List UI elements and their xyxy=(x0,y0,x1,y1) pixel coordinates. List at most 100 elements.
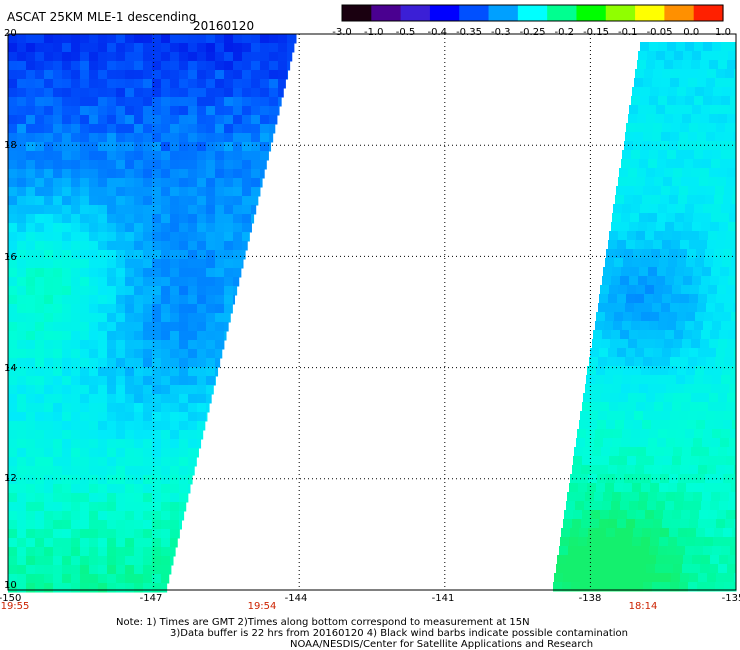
swath-cell xyxy=(608,573,618,583)
swath-cell xyxy=(107,43,117,53)
swath-cell xyxy=(179,511,185,521)
swath-cell xyxy=(44,547,54,557)
swath-cell xyxy=(646,60,656,70)
swath-cell xyxy=(727,447,737,457)
swath-cell xyxy=(161,34,171,44)
swath-cell xyxy=(161,214,171,224)
swath-cell xyxy=(652,132,662,142)
swath-cell xyxy=(188,367,198,377)
swath-cell xyxy=(632,87,642,97)
x-tick-label: -150 xyxy=(0,593,22,604)
swath-cell xyxy=(44,115,54,125)
swath-cell xyxy=(125,322,135,332)
swath-cell xyxy=(712,96,722,106)
swath-cell xyxy=(17,151,27,161)
swath-cell xyxy=(116,412,126,422)
swath-cell xyxy=(152,403,162,413)
swath-cell xyxy=(71,232,81,242)
swath-cell xyxy=(134,547,144,557)
swath-cell xyxy=(287,52,293,62)
swath-cell xyxy=(251,214,255,224)
swath-cell xyxy=(688,357,698,367)
swath-cell xyxy=(610,564,620,574)
swath-cell xyxy=(634,303,644,313)
swath-cell xyxy=(161,538,171,548)
swath-cell xyxy=(35,475,45,485)
swath-cell xyxy=(89,151,99,161)
colorbar-segment xyxy=(517,5,548,21)
swath-cell xyxy=(676,546,686,556)
swath-cell xyxy=(89,565,99,575)
swath-cell xyxy=(89,52,99,62)
swath-cell xyxy=(665,501,675,511)
swath-cell xyxy=(206,358,216,368)
swath-cell xyxy=(170,448,180,458)
swath-cell xyxy=(17,196,27,206)
swath-cell xyxy=(53,421,63,431)
swath-cell xyxy=(700,339,710,349)
swath-cell xyxy=(89,88,99,98)
swath-cell xyxy=(107,106,117,116)
swath-cell xyxy=(633,141,643,151)
swath-cell xyxy=(80,493,90,503)
swath-cell xyxy=(631,429,641,439)
swath-cell xyxy=(224,196,234,206)
swath-cell xyxy=(695,258,705,268)
swath-cell xyxy=(717,402,727,412)
swath-cell xyxy=(724,582,734,592)
swath-cell xyxy=(697,303,707,313)
swath-cell xyxy=(125,88,135,98)
swath-cell xyxy=(98,511,108,521)
y-tick-label: 16 xyxy=(4,252,17,263)
swath-cell xyxy=(206,385,214,395)
colorbar-segment xyxy=(693,5,724,21)
swath-cell xyxy=(560,537,570,547)
swath-cell xyxy=(561,528,571,538)
swath-cell xyxy=(224,241,234,251)
swath-cell xyxy=(640,42,650,52)
swath-cell xyxy=(44,88,54,98)
swath-cell xyxy=(649,150,659,160)
swath-cell xyxy=(62,34,72,44)
swath-cell xyxy=(125,97,135,107)
swath-cell xyxy=(644,465,654,475)
swath-cell xyxy=(143,52,153,62)
swath-cell xyxy=(161,295,171,305)
swath-cell xyxy=(615,474,625,484)
swath-cell xyxy=(17,223,27,233)
swath-cell xyxy=(125,538,135,548)
swath-cell xyxy=(89,43,99,53)
swath-cell xyxy=(224,133,234,143)
swath-cell xyxy=(215,124,225,134)
swath-cell xyxy=(152,52,162,62)
swath-cell xyxy=(62,475,72,485)
swath-cell xyxy=(600,402,610,412)
colorbar-label: -0.35 xyxy=(456,27,482,38)
swath-cell xyxy=(656,51,666,61)
swath-cell xyxy=(71,70,81,80)
swath-cell xyxy=(683,555,693,565)
swath-cell xyxy=(134,331,144,341)
swath-cell xyxy=(233,160,243,170)
swath-cell xyxy=(161,106,171,116)
swath-cell xyxy=(17,277,27,287)
swath-cell xyxy=(71,421,81,431)
colorbar-label: -0.2 xyxy=(554,27,575,38)
swath-cell xyxy=(80,115,90,125)
swath-cell xyxy=(8,151,18,161)
x-tick-label: -135 xyxy=(721,593,740,604)
swath-cell xyxy=(703,42,713,52)
swath-cell xyxy=(35,439,45,449)
swath-cell xyxy=(89,232,99,242)
swath-cell xyxy=(35,286,45,296)
swath-cell xyxy=(134,439,144,449)
swath-cell xyxy=(609,510,619,520)
swath-cell xyxy=(681,510,691,520)
swath-cell xyxy=(188,457,197,467)
swath-cell xyxy=(694,429,704,439)
swath-cell xyxy=(730,429,737,439)
swath-cell xyxy=(705,528,715,538)
swath-cell xyxy=(89,583,99,593)
swath-cell xyxy=(8,187,18,197)
swath-cell xyxy=(89,106,99,116)
